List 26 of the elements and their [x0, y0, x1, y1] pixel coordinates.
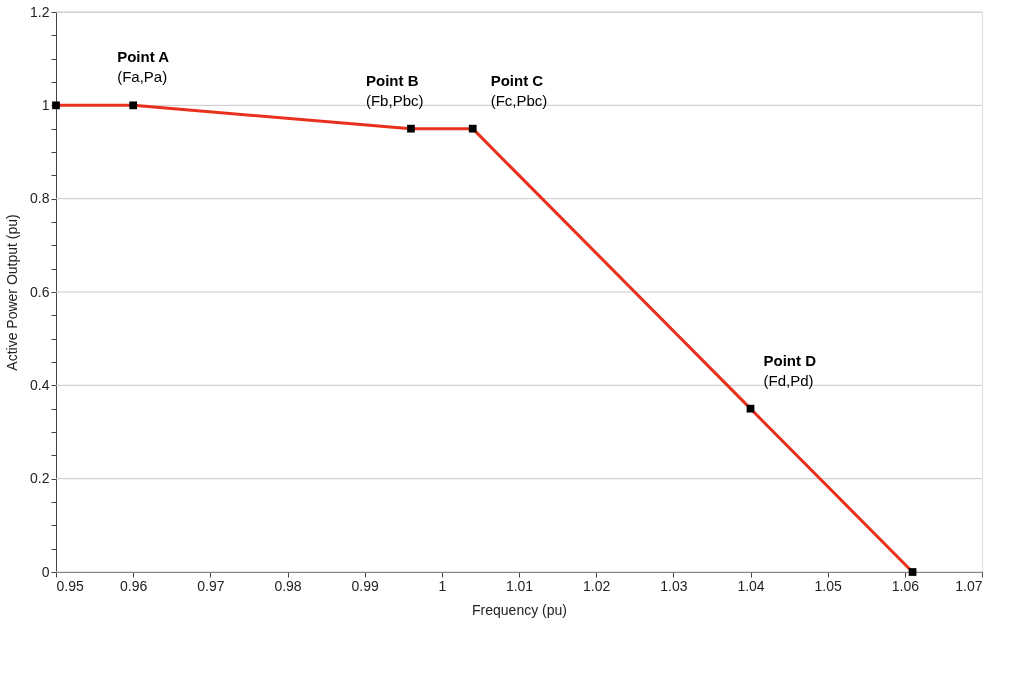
annotation: Point C (Fc,Pbc): [490, 71, 548, 109]
x-tick-label: 1: [438, 577, 447, 594]
annotation: Point B (Fb,Pbc): [365, 71, 424, 109]
y-tick-label: 0.2: [30, 470, 50, 487]
x-tick-label: 1.06: [891, 577, 920, 594]
y-tick-label: 0: [41, 563, 50, 580]
y-tick-label: 0.6: [30, 283, 50, 300]
y-tick-label: 0.4: [30, 376, 50, 393]
annotation: Point D (Fd,Pd): [763, 351, 817, 389]
x-tick-label: 1.02: [583, 577, 611, 594]
x-tick-label: 0.96: [120, 577, 148, 594]
x-tick-label: 0.95: [56, 577, 84, 594]
x-tick-label: 1.07: [955, 577, 983, 594]
annotation: Point A (Fa,Pa): [117, 48, 170, 86]
y-axis-title: Active Power Output (pu): [4, 214, 21, 371]
y-tick-label: 1.2: [30, 3, 50, 20]
x-tick-label: 1.03: [660, 577, 688, 594]
y-tick-label: 0.8: [30, 190, 50, 207]
x-tick-label: 0.99: [351, 577, 379, 594]
x-axis-title: Frequency (pu): [472, 601, 567, 618]
x-tick-label: 0.97: [197, 577, 225, 594]
y-tick-label: 1: [41, 96, 50, 113]
x-tick-label: 1.01: [505, 577, 534, 594]
x-tick-label: 0.98: [274, 577, 302, 594]
x-tick-label: 1.05: [814, 577, 842, 594]
x-tick-label: 1.04: [737, 577, 765, 594]
